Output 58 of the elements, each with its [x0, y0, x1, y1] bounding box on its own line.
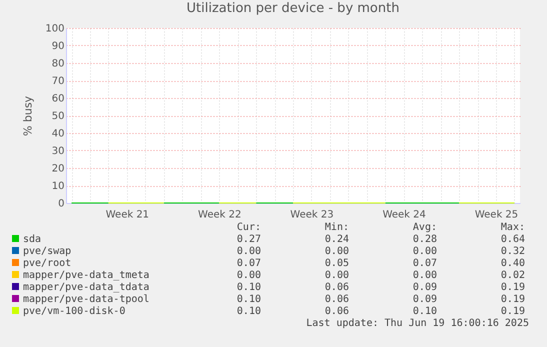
text: 0.27: [236, 234, 261, 246]
legend-label: sda: [22, 234, 42, 246]
x-tick-label: Week 24: [382, 210, 426, 220]
text: 0.06: [324, 282, 349, 294]
x-tick-label: Week 23: [290, 210, 334, 220]
text: 0.10: [236, 306, 261, 318]
text: 0.07: [236, 258, 261, 270]
y-tick-label: 80: [52, 58, 64, 70]
text: 0.40: [500, 258, 525, 270]
y-tick-label: 30: [52, 146, 64, 157]
text: 0.00: [236, 246, 261, 258]
text: 0.07: [412, 258, 437, 270]
text: Max:: [500, 222, 525, 234]
text: 0.06: [324, 294, 349, 306]
text: 0.19: [500, 306, 525, 318]
text: 0.00: [324, 246, 349, 258]
text: 0.32: [500, 246, 525, 258]
legend-label: mapper/pve-data-tpool: [22, 294, 150, 306]
legend-label: pve/vm-100-disk-0: [22, 306, 126, 318]
text: 0.10: [412, 306, 437, 318]
text: 0.19: [500, 282, 525, 294]
legend-label: pve/swap: [22, 246, 72, 258]
x-tick-label: Week 25: [474, 210, 518, 220]
y-tick-label: 20: [52, 164, 64, 174]
text: Min:: [324, 222, 349, 234]
text: Cur:: [236, 222, 261, 234]
text: 0.00: [412, 270, 437, 282]
text: 0.00: [236, 270, 261, 282]
text: 0.10: [236, 294, 261, 306]
x-tick-label: Week 21: [106, 210, 150, 220]
text: 0.19: [500, 294, 525, 306]
text: 0.00: [324, 270, 349, 282]
y-tick-label: 60: [52, 94, 64, 104]
y-tick-label: 100: [45, 24, 64, 34]
y-tick-label: 70: [52, 76, 64, 87]
y-tick-label: 10: [52, 181, 64, 192]
legend-label: pve/root: [22, 258, 72, 270]
text: 0.64: [500, 234, 525, 246]
text: 0.28: [412, 234, 437, 246]
y-tick-label: 90: [52, 41, 64, 52]
text: 0.09: [412, 294, 437, 306]
text: Avg:: [412, 222, 437, 234]
text: 0.00: [412, 246, 437, 258]
text: 0.05: [324, 258, 349, 270]
chart-title: Utilization per device - by month: [186, 1, 400, 16]
y-tick-label: 50: [52, 111, 64, 122]
y-axis-title: % busy: [21, 95, 34, 136]
legend-label: mapper/pve-data_tmeta: [22, 270, 150, 282]
text: 0.10: [236, 282, 261, 294]
text: Last update: Thu Jun 19 16:00:16 2025: [306, 318, 529, 329]
text: 0.09: [412, 282, 437, 294]
text: 0.24: [324, 234, 349, 246]
y-tick-label: 0: [58, 198, 64, 210]
text: 0.02: [500, 270, 525, 282]
x-tick-label: Week 22: [198, 210, 242, 220]
legend-label: mapper/pve-data_tdata: [22, 282, 150, 294]
text: 0.06: [324, 306, 349, 318]
y-tick-label: 40: [52, 128, 64, 140]
